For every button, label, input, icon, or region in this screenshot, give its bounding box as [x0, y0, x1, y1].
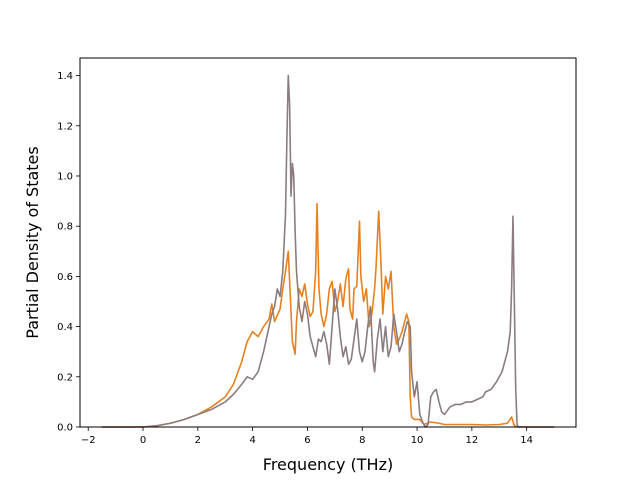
- series-lines: [101, 74, 555, 428]
- series-line-1: [101, 202, 555, 428]
- y-tick-label: 1.4: [57, 71, 73, 82]
- y-tick-label: 1.2: [57, 121, 73, 132]
- axis-ticks: −2 0 2 4 6 8 10 12 14 0.0 0.2 0.4 0.6 0.8 1.0 1.2 1.4: [57, 71, 533, 446]
- y-tick-label: 0.4: [57, 322, 73, 333]
- x-tick-label: 8: [359, 435, 365, 446]
- x-tick-label: −2: [81, 435, 96, 446]
- y-tick-label: 0.2: [57, 372, 73, 383]
- x-tick-label: 6: [304, 435, 310, 446]
- y-axis-label: Partial Density of States: [23, 146, 42, 338]
- y-tick-label: 1.0: [57, 171, 73, 182]
- x-tick-label: 2: [195, 435, 201, 446]
- x-tick-label: 12: [466, 435, 479, 446]
- x-tick-label: 10: [411, 435, 424, 446]
- x-axis-label: Frequency (THz): [263, 455, 393, 474]
- x-tick-label: 14: [520, 435, 533, 446]
- axes-frame: [79, 57, 577, 428]
- y-tick-label: 0.0: [57, 423, 73, 434]
- y-tick-label: 0.8: [57, 222, 73, 233]
- x-tick-label: 0: [140, 435, 146, 446]
- x-tick-label: 4: [249, 435, 255, 446]
- y-tick-label: 0.6: [57, 272, 73, 283]
- series-line-2: [101, 74, 555, 428]
